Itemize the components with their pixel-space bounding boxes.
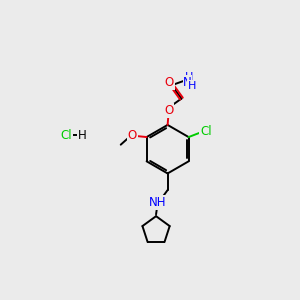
Text: H: H [188, 81, 197, 91]
Text: H: H [184, 72, 193, 82]
Text: NH: NH [148, 196, 166, 209]
Text: O: O [164, 76, 174, 89]
Text: N: N [183, 76, 192, 89]
Text: Cl: Cl [60, 129, 72, 142]
Text: O: O [128, 129, 137, 142]
Text: H: H [78, 129, 86, 142]
Text: Cl: Cl [200, 125, 212, 139]
Text: O: O [164, 104, 173, 117]
